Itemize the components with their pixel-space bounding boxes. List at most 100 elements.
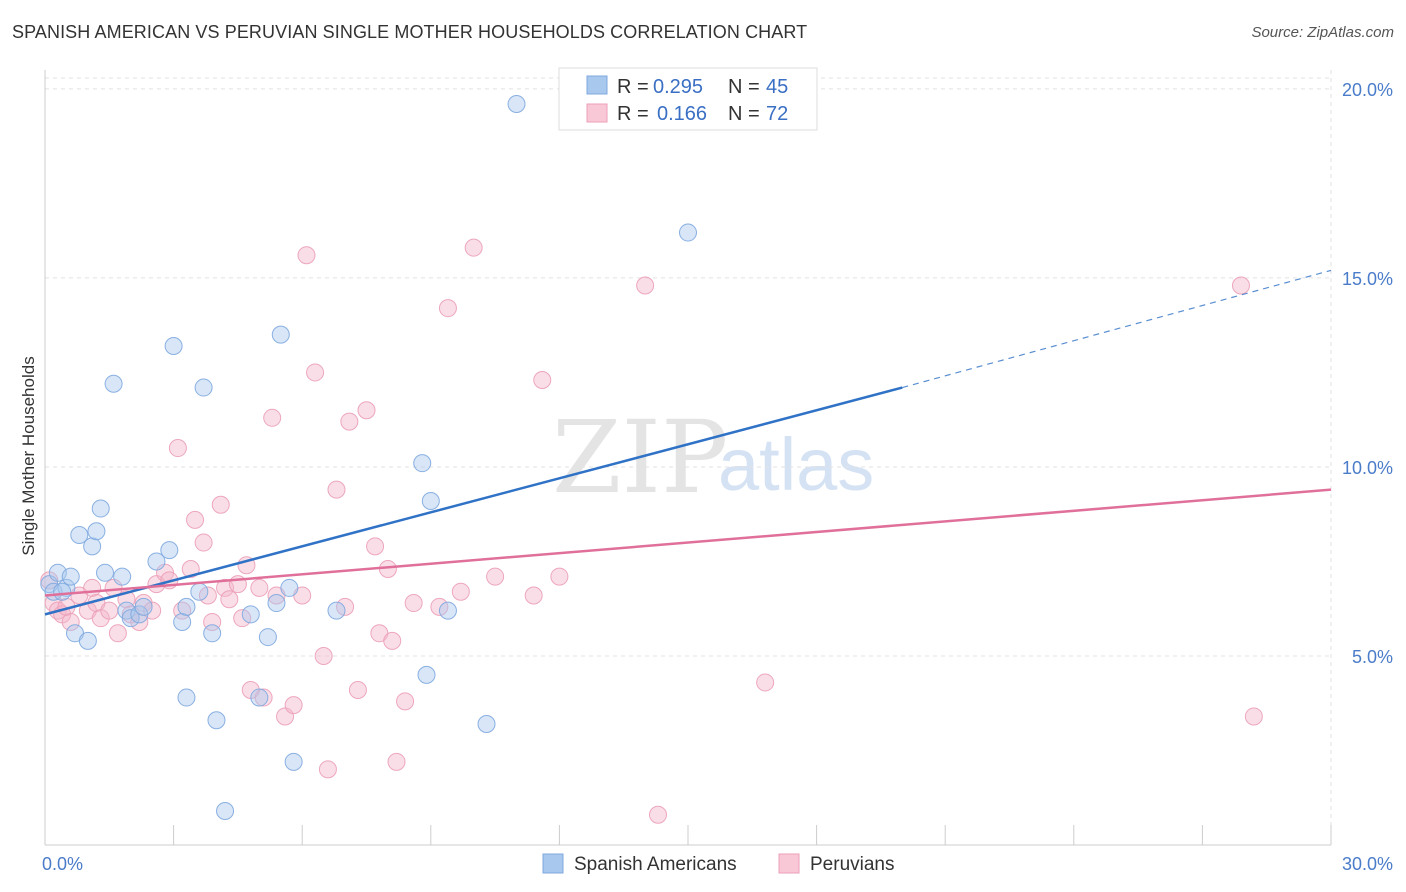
- x-tick-label-0: 0.0%: [42, 854, 83, 874]
- peruvians-point-48: [336, 597, 355, 616]
- spanish-americans-point-26: [203, 624, 222, 643]
- peruvians-point-22: [168, 439, 187, 458]
- peruvians-point-67: [648, 805, 667, 824]
- spanish-americans-point-37: [413, 454, 432, 473]
- spanish-americans-point-42: [507, 95, 526, 114]
- spanish-americans-point-12: [104, 374, 123, 393]
- peruvians-point-63: [524, 586, 543, 605]
- peruvians-point-51: [357, 401, 376, 420]
- spanish-americans-point-36: [327, 601, 346, 620]
- legend-r-value-1: 0.295: [653, 76, 703, 98]
- peruvians-point-62: [486, 567, 505, 586]
- stats-legend: R = 0.295 N = 45 R = 0.166 N = 72: [558, 67, 818, 131]
- spanish-americans-point-10: [91, 499, 110, 518]
- spanish-americans-point-33: [271, 325, 290, 344]
- peruvians-point-52: [366, 537, 385, 556]
- legend-r-value-2: 0.166: [657, 103, 707, 125]
- spanish-americans-point-44: [53, 582, 72, 601]
- peruvians-point-59: [438, 299, 457, 318]
- peruvians-point-24: [181, 560, 200, 579]
- spanish-americans-point-40: [438, 601, 457, 620]
- series-legend: Spanish Americans Peruvians: [542, 853, 895, 875]
- peruvians-point-60: [451, 582, 470, 601]
- peruvians-point-8: [83, 578, 102, 597]
- x-tick-label-1: 30.0%: [1342, 854, 1393, 874]
- peruvians-point-49: [340, 412, 359, 431]
- peruvians-point-61: [464, 238, 483, 257]
- spanish-americans-point-29: [241, 605, 260, 624]
- peruvians-point-64: [533, 371, 552, 389]
- peruvians-point-50: [348, 681, 367, 699]
- spanish-americans-point-34: [280, 578, 299, 597]
- peruvians-point-65: [550, 567, 569, 586]
- watermark-atlas: atlas: [718, 423, 874, 506]
- peruvians-point-33: [233, 609, 252, 628]
- y-tick-label-2: 15.0%: [1342, 269, 1393, 289]
- series-legend-swatch-peruvians: [778, 853, 800, 874]
- peruvians-point-27: [198, 586, 217, 605]
- peruvians-point-31: [220, 590, 239, 609]
- spanish-americans-point-32: [267, 594, 286, 613]
- peruvians-point-66: [636, 276, 655, 295]
- spanish-americans-point-39: [421, 491, 440, 510]
- legend-r-label-2: R =: [617, 103, 649, 125]
- trendline-spanish-americans: [44, 386, 903, 616]
- series-legend-swatch-spanish-americans: [542, 853, 564, 874]
- trendlines: [44, 269, 1332, 616]
- chart-title: SPANISH AMERICAN VS PERUVIAN SINGLE MOTH…: [12, 22, 808, 42]
- spanish-americans-point-27: [207, 711, 226, 730]
- peruvians-point-36: [250, 578, 269, 597]
- spanish-americans-point-17: [134, 597, 153, 616]
- spanish-americans-point-24: [190, 582, 209, 601]
- peruvians-point-13: [108, 624, 127, 643]
- legend-r-label-1: R =: [617, 76, 649, 98]
- axes: [44, 70, 1332, 846]
- series-legend-label-peruvians: Peruvians: [810, 854, 895, 875]
- peruvians-point-37: [254, 688, 273, 707]
- spanish-americans-point-18: [147, 552, 166, 571]
- tick-labels: 5.0% 10.0% 15.0% 20.0% 0.0% 30.0%: [42, 80, 1393, 874]
- peruvians-point-47: [327, 480, 346, 499]
- peruvians-point-45: [314, 646, 333, 665]
- spanish-americans-point-4: [61, 567, 80, 586]
- series-legend-label-spanish-americans: Spanish Americans: [574, 854, 737, 875]
- spanish-americans-point-19: [160, 541, 179, 560]
- y-axis-title: Single Mother Households: [19, 356, 38, 555]
- spanish-americans-point-20: [164, 336, 183, 355]
- y-tick-label-1: 10.0%: [1342, 458, 1393, 478]
- peruvians-point-16: [130, 612, 149, 631]
- spanish-americans-point-9: [87, 522, 106, 541]
- peruvians-point-71: [383, 631, 402, 650]
- spanish-americans-point-38: [417, 665, 436, 684]
- peruvians-point-68: [756, 673, 775, 692]
- peruvians-point-57: [404, 594, 423, 613]
- peruvians-point-26: [194, 533, 213, 552]
- legend-n-value-2: 72: [766, 103, 788, 125]
- peruvians-point-25: [186, 510, 205, 529]
- spanish-americans-point-28: [216, 801, 235, 820]
- spanish-americans-point-43: [679, 223, 697, 242]
- spanish-americans-point-35: [284, 752, 303, 771]
- peruvians-point-43: [297, 246, 316, 265]
- source-label: Source: ZipAtlas.com: [1251, 24, 1394, 41]
- spanish-americans-point-6: [70, 526, 89, 544]
- spanish-americans-point-8: [83, 537, 102, 556]
- peruvians-point-58: [430, 597, 449, 616]
- legend-n-label-1: N =: [728, 76, 760, 98]
- peruvians-point-29: [211, 495, 230, 514]
- trendline-spanish-americans-extension: [902, 269, 1332, 389]
- peruvians-point-41: [284, 696, 303, 715]
- y-tick-label-0: 5.0%: [1352, 647, 1393, 667]
- watermark: ZIP atlas: [552, 399, 874, 516]
- legend-n-label-2: N =: [728, 103, 760, 125]
- spanish-americans-point-25: [194, 378, 213, 397]
- peruvians-point-54: [378, 560, 397, 579]
- spanish-americans-point-31: [258, 628, 277, 647]
- spanish-americans-point-23: [177, 688, 196, 707]
- spanish-americans-point-15: [121, 609, 140, 628]
- legend-n-value-1: 45: [766, 76, 788, 98]
- peruvians-point-69: [1231, 276, 1250, 295]
- spanish-americans-point-11: [96, 563, 115, 582]
- peruvians-point-55: [387, 752, 406, 771]
